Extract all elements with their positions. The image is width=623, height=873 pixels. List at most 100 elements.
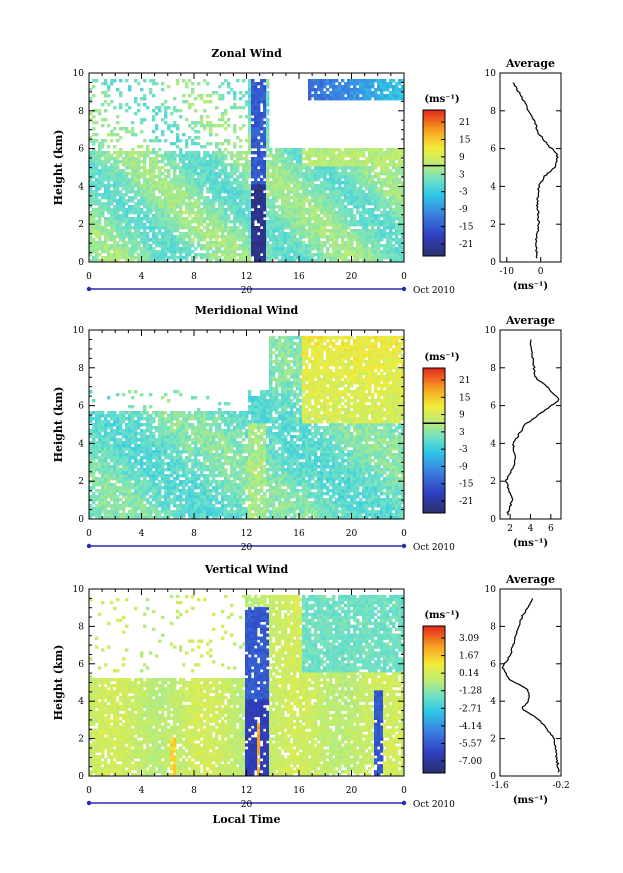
colorbar-tick-label: -9 xyxy=(459,205,468,215)
y-tick-label: 2 xyxy=(78,735,84,745)
average-y-tick-label: 10 xyxy=(485,69,497,79)
average-y-tick-label: 8 xyxy=(490,364,496,374)
colorbar-tick-label: 15 xyxy=(459,135,471,145)
x-tick-label: 4 xyxy=(139,786,145,796)
average-y-tick-label: 6 xyxy=(490,145,496,155)
x-tick-label: 16 xyxy=(293,529,305,539)
x-tick-label: 8 xyxy=(191,786,197,796)
x-tick-label: 0 xyxy=(401,786,407,796)
x-tick-label: 12 xyxy=(241,786,252,796)
x-axis-label: Local Time xyxy=(213,813,281,826)
average-y-tick-label: 0 xyxy=(490,515,496,525)
day-label: 20 xyxy=(241,286,253,296)
average-y-tick-label: 0 xyxy=(490,258,496,268)
x-tick-label: 20 xyxy=(346,272,358,282)
y-tick-label: 4 xyxy=(78,182,84,192)
colorbar-tick-label: -7.00 xyxy=(459,757,482,767)
colorbar-tick-label: 21 xyxy=(459,376,470,386)
x-tick-label: 0 xyxy=(86,529,92,539)
y-tick-label: 10 xyxy=(73,585,85,595)
date-label: Oct 2010 xyxy=(413,286,455,296)
colorbar-tick-label: 15 xyxy=(459,393,471,403)
x-tick-label: 20 xyxy=(346,529,358,539)
colorbar-unit: (ms⁻¹) xyxy=(424,94,459,105)
x-tick-label: 8 xyxy=(191,529,197,539)
average-profile-line xyxy=(505,339,560,516)
panel-title: Zonal Wind xyxy=(211,47,282,60)
day-label: 20 xyxy=(241,543,253,553)
average-y-tick-label: 2 xyxy=(490,477,496,487)
x-tick-label: 4 xyxy=(139,272,145,282)
colorbar-tick-label: 9 xyxy=(459,153,465,163)
average-x-tick-label: -0.2 xyxy=(552,781,569,791)
x-tick-label: 4 xyxy=(139,529,145,539)
y-tick-label: 4 xyxy=(78,697,84,707)
x-tick-label: 0 xyxy=(86,786,92,796)
average-frame xyxy=(499,588,562,777)
average-y-tick-label: 8 xyxy=(490,622,496,632)
x-tick-label: 12 xyxy=(241,529,252,539)
average-y-tick-label: 10 xyxy=(485,326,497,336)
y-tick-label: 8 xyxy=(78,622,84,632)
colorbar-unit: (ms⁻¹) xyxy=(424,610,459,621)
colorbar-tick-label: 3 xyxy=(459,170,465,180)
average-x-label: (ms⁻¹) xyxy=(513,281,548,292)
colorbar-tick-label: -5.57 xyxy=(459,739,482,749)
colorbar xyxy=(422,367,446,514)
day-bar-start xyxy=(86,543,92,549)
average-y-tick-label: 6 xyxy=(490,660,496,670)
y-tick-label: 8 xyxy=(78,107,84,117)
colorbar-tick-label: 3 xyxy=(459,428,465,438)
x-tick-label: 0 xyxy=(401,272,407,282)
colorbar-tick-label: -15 xyxy=(459,480,474,490)
colorbar-tick-label: -2.71 xyxy=(459,704,482,714)
colorbar xyxy=(422,625,446,774)
panel-title: Meridional Wind xyxy=(195,304,299,317)
y-tick-label: 0 xyxy=(78,515,84,525)
heatmap-cells xyxy=(89,594,405,777)
average-x-tick-label: 6 xyxy=(548,524,554,534)
day-bar-end xyxy=(401,543,407,549)
colorbar-tick-label: -4.14 xyxy=(459,722,482,732)
y-tick-label: 6 xyxy=(78,145,84,155)
average-y-tick-label: 4 xyxy=(490,439,496,449)
average-title: Average xyxy=(505,573,555,586)
heatmap-cells xyxy=(89,336,405,520)
colorbar-tick-label: 3.09 xyxy=(459,634,479,644)
y-tick-label: 10 xyxy=(73,69,85,79)
date-label: Oct 2010 xyxy=(413,800,455,810)
day-label: 20 xyxy=(241,800,253,810)
y-tick-label: 6 xyxy=(78,402,84,412)
x-tick-label: 16 xyxy=(293,272,305,282)
colorbar-tick-label: -21 xyxy=(459,497,474,507)
panel-1: Meridional Wind 0 2 4 6 8 10 Height (km) 0 4 8 12 16… xyxy=(52,304,562,553)
average-x-tick-label: 0 xyxy=(538,267,544,277)
average-y-tick-label: 4 xyxy=(490,697,496,707)
day-bar-start xyxy=(86,800,92,806)
y-tick-label: 6 xyxy=(78,660,84,670)
x-tick-label: 12 xyxy=(241,272,252,282)
colorbar-tick-label: -3 xyxy=(459,188,468,198)
y-tick-label: 8 xyxy=(78,364,84,374)
y-tick-label: 10 xyxy=(73,326,85,336)
colorbar-tick-label: -9 xyxy=(459,462,468,472)
average-profile-line xyxy=(501,598,560,773)
x-tick-label: 0 xyxy=(401,529,407,539)
date-label: Oct 2010 xyxy=(413,543,455,553)
average-x-label: (ms⁻¹) xyxy=(513,538,548,549)
x-tick-label: 0 xyxy=(86,272,92,282)
average-x-tick-label: 4 xyxy=(528,524,534,534)
y-tick-label: 4 xyxy=(78,439,84,449)
x-tick-label: 20 xyxy=(346,786,358,796)
colorbar-tick-label: 0.14 xyxy=(459,669,479,679)
colorbar-tick-label: -21 xyxy=(459,240,474,250)
x-tick-label: 16 xyxy=(293,786,305,796)
day-bar-end xyxy=(401,286,407,292)
colorbar-tick-label: 21 xyxy=(459,118,470,128)
heatmap-cells xyxy=(89,79,405,263)
y-tick-label: 2 xyxy=(78,477,84,487)
day-bar-end xyxy=(401,800,407,806)
